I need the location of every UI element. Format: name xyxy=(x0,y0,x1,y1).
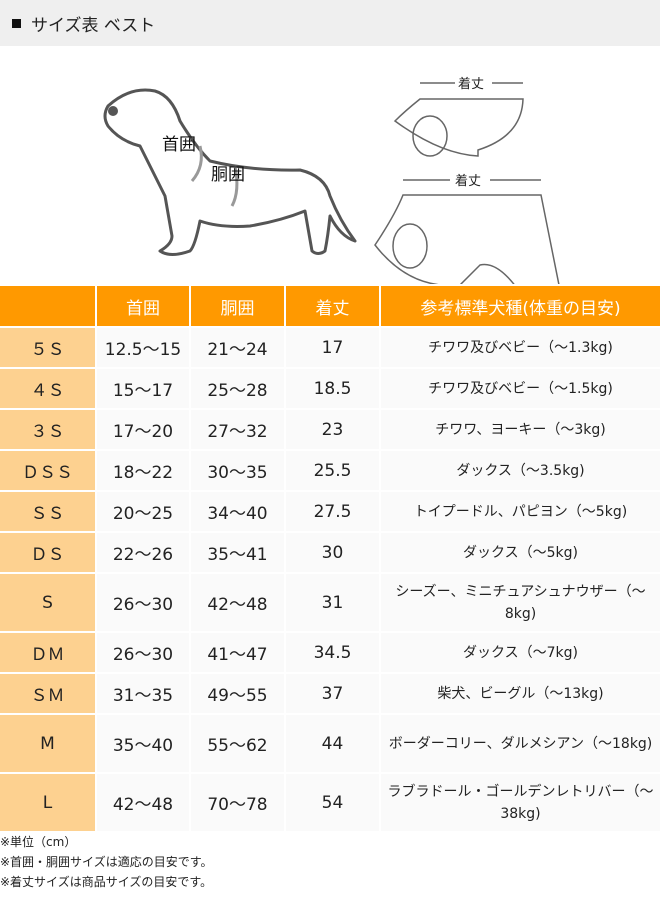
note-girth: ※首囲・胴囲サイズは適応の目安です。 xyxy=(0,855,213,869)
neck-label: 首囲 xyxy=(162,135,196,155)
size-cell: ＳＳ xyxy=(0,492,95,531)
chest-cell: 30～35 xyxy=(191,451,284,490)
neck-cell: 42～48 xyxy=(97,774,189,831)
chest-label: 胴囲 xyxy=(211,165,245,185)
table-row: ＤＳ 22～26 35～41 30 ダックス（～5kg) xyxy=(0,533,660,572)
note-unit: ※単位（cm） xyxy=(0,835,77,849)
size-cell: ＤＳＳ xyxy=(0,451,95,490)
table-row: ４Ｓ 15～17 25～28 18.5 チワワ及びベビー（～1.5kg) xyxy=(0,369,660,408)
length-cell: 23 xyxy=(286,410,379,449)
size-cell: S xyxy=(0,574,95,631)
neck-cell: 22～26 xyxy=(97,533,189,572)
table-row: ５Ｓ 12.5～15 21～24 17 チワワ及びベビー（～1.3kg) xyxy=(0,328,660,367)
size-illustration: 首囲 胴囲 着丈 着丈 xyxy=(103,76,560,284)
note-length: ※着丈サイズは商品サイズの目安です。 xyxy=(0,875,213,889)
vest-small-illustration xyxy=(393,82,524,157)
table-row: S 26～30 42～48 31 シーズー、ミニチュアシュナウザー（～8kg) xyxy=(0,574,660,631)
length-cell: 37 xyxy=(286,674,379,713)
neck-cell: 26～30 xyxy=(97,574,189,631)
breed-cell: ラブラドール・ゴールデンレトリバー（～38kg) xyxy=(381,774,660,831)
neck-arrow-icon xyxy=(190,145,203,182)
neck-cell: 17～20 xyxy=(97,410,189,449)
length-cell: 17 xyxy=(286,328,379,367)
chest-cell: 70～78 xyxy=(191,774,284,831)
size-cell: ＤＭ xyxy=(0,633,95,672)
size-cell: ＤＳ xyxy=(0,533,95,572)
table-header-row: 首囲 胴囲 着丈 参考標準犬種(体重の目安) xyxy=(0,286,660,326)
table-row: ＳＳ 20～25 34～40 27.5 トイプードル、パピヨン（～5kg) xyxy=(0,492,660,531)
table-row: ＤＳＳ 18～22 30～35 25.5 ダックス（～3.5kg) xyxy=(0,451,660,490)
length-label-small: 着丈 xyxy=(458,76,484,92)
chest-cell: 41～47 xyxy=(191,633,284,672)
size-cell: ３Ｓ xyxy=(0,410,95,449)
vest-large-illustration xyxy=(374,179,560,284)
size-cell: ５Ｓ xyxy=(0,328,95,367)
length-cell: 27.5 xyxy=(286,492,379,531)
table-row: L 42～48 70～78 54 ラブラドール・ゴールデンレトリバー（～38kg) xyxy=(0,774,660,831)
header-neck: 首囲 xyxy=(97,286,189,326)
length-cell: 18.5 xyxy=(286,369,379,408)
size-table: 首囲 胴囲 着丈 参考標準犬種(体重の目安) ５Ｓ 12.5～15 21～24 17 チ… xyxy=(0,284,660,833)
neck-cell: 20～25 xyxy=(97,492,189,531)
length-label-large: 着丈 xyxy=(455,173,481,189)
neck-cell: 35～40 xyxy=(97,715,189,772)
length-cell: 44 xyxy=(286,715,379,772)
length-cell: 30 xyxy=(286,533,379,572)
length-cell: 31 xyxy=(286,574,379,631)
notes: ※単位（cm） ※首囲・胴囲サイズは適応の目安です。 ※着丈サイズは商品サイズの… xyxy=(0,832,213,892)
size-cell: L xyxy=(0,774,95,831)
square-bullet-icon xyxy=(12,18,21,28)
breed-cell: ダックス（～7kg) xyxy=(381,633,660,672)
neck-cell: 12.5～15 xyxy=(97,328,189,367)
neck-cell: 26～30 xyxy=(97,633,189,672)
size-cell: ４Ｓ xyxy=(0,369,95,408)
breed-cell: トイプードル、パピヨン（～5kg) xyxy=(381,492,660,531)
size-cell: M xyxy=(0,715,95,772)
chest-cell: 35～41 xyxy=(191,533,284,572)
breed-cell: チワワ、ヨーキー（～3kg) xyxy=(381,410,660,449)
dog-illustration xyxy=(103,88,357,256)
header-chest: 胴囲 xyxy=(191,286,284,326)
header-size xyxy=(0,286,95,326)
title-text: サイズ表 ベスト xyxy=(31,15,156,36)
chest-cell: 42～48 xyxy=(191,574,284,631)
chest-cell: 55～62 xyxy=(191,715,284,772)
chest-cell: 25～28 xyxy=(191,369,284,408)
chest-cell: 27～32 xyxy=(191,410,284,449)
table-row: ＳＭ 31～35 49～55 37 柴犬、ビーグル（～13kg) xyxy=(0,674,660,713)
chest-cell: 49～55 xyxy=(191,674,284,713)
breed-cell: ダックス（～3.5kg) xyxy=(381,451,660,490)
section-title: サイズ表 ベスト xyxy=(0,0,660,46)
breed-cell: ダックス（～5kg) xyxy=(381,533,660,572)
breed-cell: チワワ及びベビー（～1.5kg) xyxy=(381,369,660,408)
chest-arrow-icon xyxy=(230,165,239,207)
chest-cell: 21～24 xyxy=(191,328,284,367)
length-cell: 25.5 xyxy=(286,451,379,490)
table-row: ＤＭ 26～30 41～47 34.5 ダックス（～7kg) xyxy=(0,633,660,672)
table-row: ３Ｓ 17～20 27～32 23 チワワ、ヨーキー（～3kg) xyxy=(0,410,660,449)
neck-cell: 31～35 xyxy=(97,674,189,713)
header-length: 着丈 xyxy=(286,286,379,326)
length-cell: 34.5 xyxy=(286,633,379,672)
neck-cell: 15～17 xyxy=(97,369,189,408)
breed-cell: チワワ及びベビー（～1.3kg) xyxy=(381,328,660,367)
breed-cell: 柴犬、ビーグル（～13kg) xyxy=(381,674,660,713)
breed-cell: ボーダーコリー、ダルメシアン（～18kg) xyxy=(381,715,660,772)
length-cell: 54 xyxy=(286,774,379,831)
breed-cell: シーズー、ミニチュアシュナウザー（～8kg) xyxy=(381,574,660,631)
chest-cell: 34～40 xyxy=(191,492,284,531)
neck-cell: 18～22 xyxy=(97,451,189,490)
header-breed: 参考標準犬種(体重の目安) xyxy=(381,286,660,326)
table-row: M 35～40 55～62 44 ボーダーコリー、ダルメシアン（～18kg) xyxy=(0,715,660,772)
size-cell: ＳＭ xyxy=(0,674,95,713)
dog-nose-icon xyxy=(108,106,118,116)
